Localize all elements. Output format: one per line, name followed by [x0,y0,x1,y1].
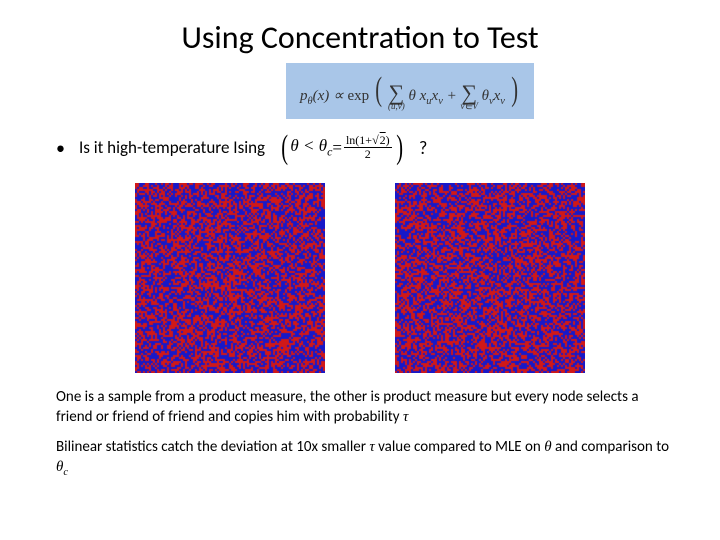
plus: + [447,88,461,104]
para2-t2: value compared to MLE on [375,438,544,456]
frac-num: ln(1+√2) [344,134,392,148]
open-paren-icon: ( [375,71,382,109]
noise-image-left [135,183,325,373]
images-row [50,183,670,373]
close-paren-icon: ) [511,71,518,109]
bullet-line: • Is it high-temperature Ising ( θ < θc … [50,129,670,167]
paragraph-2: Bilinear statistics catch the deviation … [50,437,670,480]
sum2-limits: v∈V [460,102,477,110]
noise-image-right [395,183,585,373]
sum2: ∑ v∈V [460,83,477,111]
paragraph-1: One is a sample from a product measure, … [50,387,670,428]
sum1: ∑ (u,v) [388,83,405,111]
sum2-theta: θ [482,88,489,104]
bullet-text: Is it high-temperature Ising [79,137,265,158]
equals: = [332,138,342,158]
sigma-icon: ∑ [389,83,405,103]
sum1-body: θ xuxv [408,88,446,104]
para2-t3: and comparison to [552,438,669,456]
sum2-body: θvxv [482,88,509,104]
theta-ineq: θ < θ [290,136,327,155]
page-title: Using Concentration to Test [50,18,670,57]
cond-open-paren-icon: ( [281,129,288,167]
sum1-v: v [438,96,443,107]
fraction: ln(1+√2) 2 [344,134,392,161]
para2-thetac: θc [56,459,68,475]
frac-num-pre: ln(1+ [346,133,372,147]
slide: Using Concentration to Test pθ(x) ∝ exp … [0,0,720,540]
bullet-dot-icon: • [56,139,65,157]
para2-theta: θ [544,439,551,455]
cond-close-paren-icon: ) [396,129,403,167]
sum1-thetax: θ x [408,88,426,104]
para2-theta2sub: c [63,467,68,478]
formula-box: pθ(x) ∝ exp ( ∑ (u,v) θ xuxv + ∑ v∈V θvx… [286,63,534,119]
theta-lt: θ < θc [290,136,332,159]
formula-exp: exp [347,88,369,104]
para1-text: One is a sample from a product measure, … [56,388,639,426]
question-mark: ? [419,137,427,159]
sum1-limits: (u,v) [388,102,405,110]
frac-den: 2 [363,148,373,161]
frac-sqrt: 2 [379,133,386,147]
frac-num-post: ) [386,133,390,147]
formula-lhs: pθ(x) ∝ exp [300,88,373,104]
formula-arg: (x) ∝ [313,88,348,104]
para2-t1: Bilinear statistics catch the deviation … [56,438,369,456]
sigma-icon-2: ∑ [461,83,477,103]
sum2-xv: v [500,96,505,107]
condition-group: ( θ < θc = ln(1+√2) 2 ) [279,129,405,167]
para1-tau: τ [403,409,408,425]
